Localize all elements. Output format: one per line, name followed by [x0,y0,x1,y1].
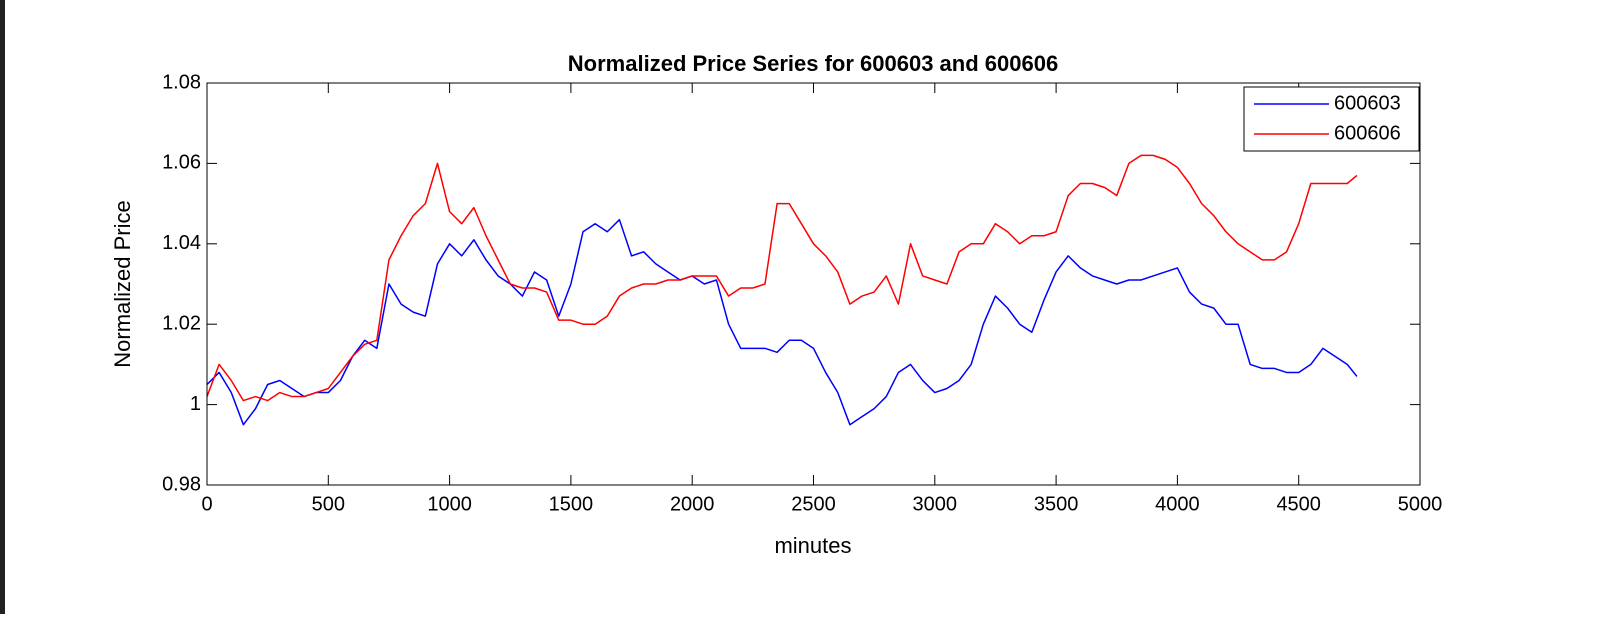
y-tick-label: 1.08 [162,71,201,93]
x-axis-label: minutes [774,533,851,558]
window-edge [0,0,5,614]
x-tick-label: 3000 [913,493,958,515]
y-axis-label: Normalized Price [110,200,135,368]
y-tick-label: 0.98 [162,473,201,495]
y-tick-label: 1.04 [162,232,201,254]
x-tick-label: 4000 [1155,493,1200,515]
x-tick-label: 4500 [1276,493,1321,515]
axes-box [206,82,1421,486]
x-tick-label: 500 [312,493,345,515]
x-tick-label: 2000 [670,493,715,515]
chart-title: Normalized Price Series for 600603 and 6… [568,51,1058,76]
x-tick-label: 1000 [427,493,472,515]
x-tick-label: 3500 [1034,493,1079,515]
y-tick-label: 1.06 [162,152,201,174]
legend-box [1243,86,1420,152]
series-line [206,154,1358,402]
plot-area [207,83,1420,485]
legend-label: 600603 [1334,92,1401,114]
y-tick-label: 1 [190,393,201,415]
x-tick-label: 5000 [1398,493,1443,515]
legend-label: 600606 [1334,122,1401,144]
series-line [206,218,1358,426]
x-tick-label: 1500 [549,493,594,515]
x-tick-label: 0 [201,493,212,515]
y-tick-label: 1.02 [162,312,201,334]
x-tick-label: 2500 [791,493,836,515]
